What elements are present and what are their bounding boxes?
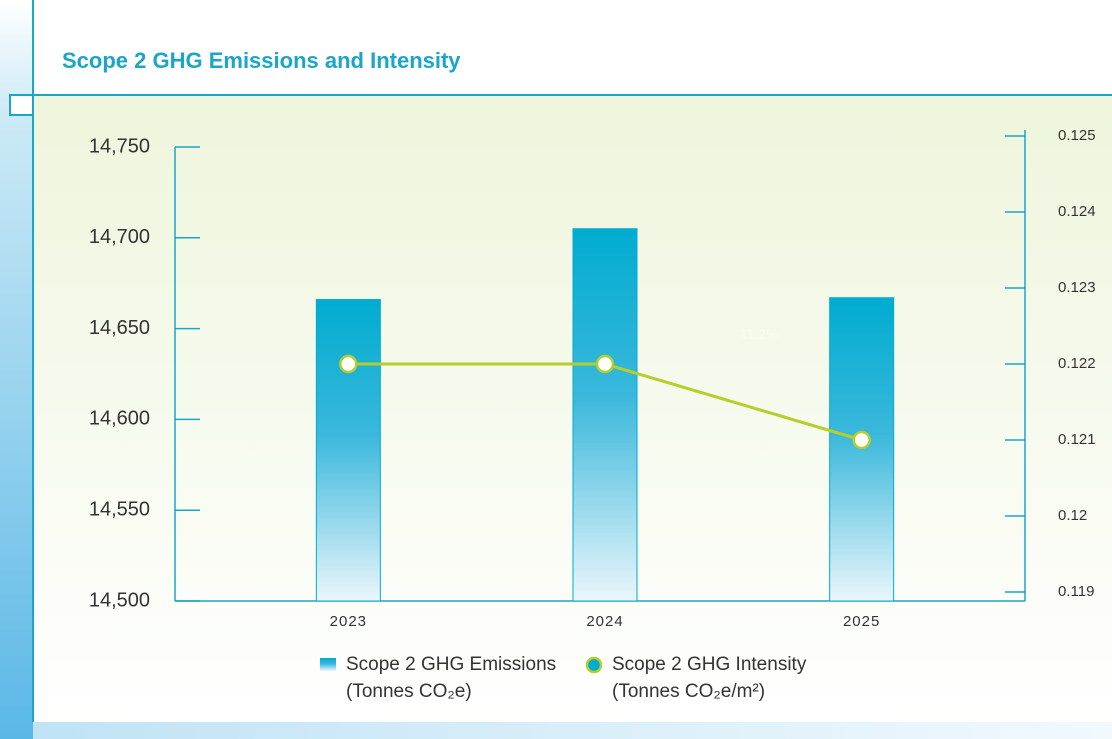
y2-tick-label: 0.125	[1058, 127, 1096, 144]
footer-strip	[33, 722, 1112, 739]
legend-swatch	[585, 656, 603, 674]
bar	[572, 228, 638, 602]
y-tick-label: 14,500	[89, 589, 150, 611]
y-tick-label: 14,650	[89, 317, 150, 339]
bar	[829, 297, 895, 602]
legend-unit: (Tonnes CO₂e/m²)	[612, 681, 765, 702]
y2-tick-label: 0.123	[1058, 279, 1096, 296]
legend-swatch	[320, 658, 336, 671]
legend-unit: (Tonnes CO₂e)	[346, 681, 472, 702]
y2-tick-label: 0.121	[1058, 431, 1096, 448]
legend-label: Scope 2 GHG Intensity	[612, 654, 807, 675]
x-tick-label: 2024	[586, 613, 623, 630]
corner-box	[9, 94, 34, 116]
x-tick-label: 2025	[843, 613, 880, 630]
y2-tick-label: 0.12	[1058, 507, 1087, 524]
chart-title: Scope 2 GHG Emissions and Intensity	[62, 48, 461, 73]
x-tick-label: 2023	[330, 613, 367, 630]
side-strip	[0, 0, 33, 739]
line-point	[339, 354, 358, 374]
y-tick-label: 14,750	[89, 135, 150, 157]
legend-label: Scope 2 GHG Emissions	[346, 654, 556, 675]
bar	[315, 299, 381, 602]
y2-tick-label: 0.124	[1058, 203, 1096, 220]
annotation: 11.2%	[740, 326, 779, 342]
y-tick-label: 14,600	[89, 408, 150, 430]
y2-tick-label: 0.119	[1058, 583, 1094, 600]
y-tick-label: 14,550	[89, 498, 150, 520]
line-point	[595, 354, 615, 374]
y2-tick-label: 0.122	[1058, 355, 1096, 372]
y-tick-label: 14,700	[89, 226, 150, 248]
line-point	[852, 430, 871, 450]
